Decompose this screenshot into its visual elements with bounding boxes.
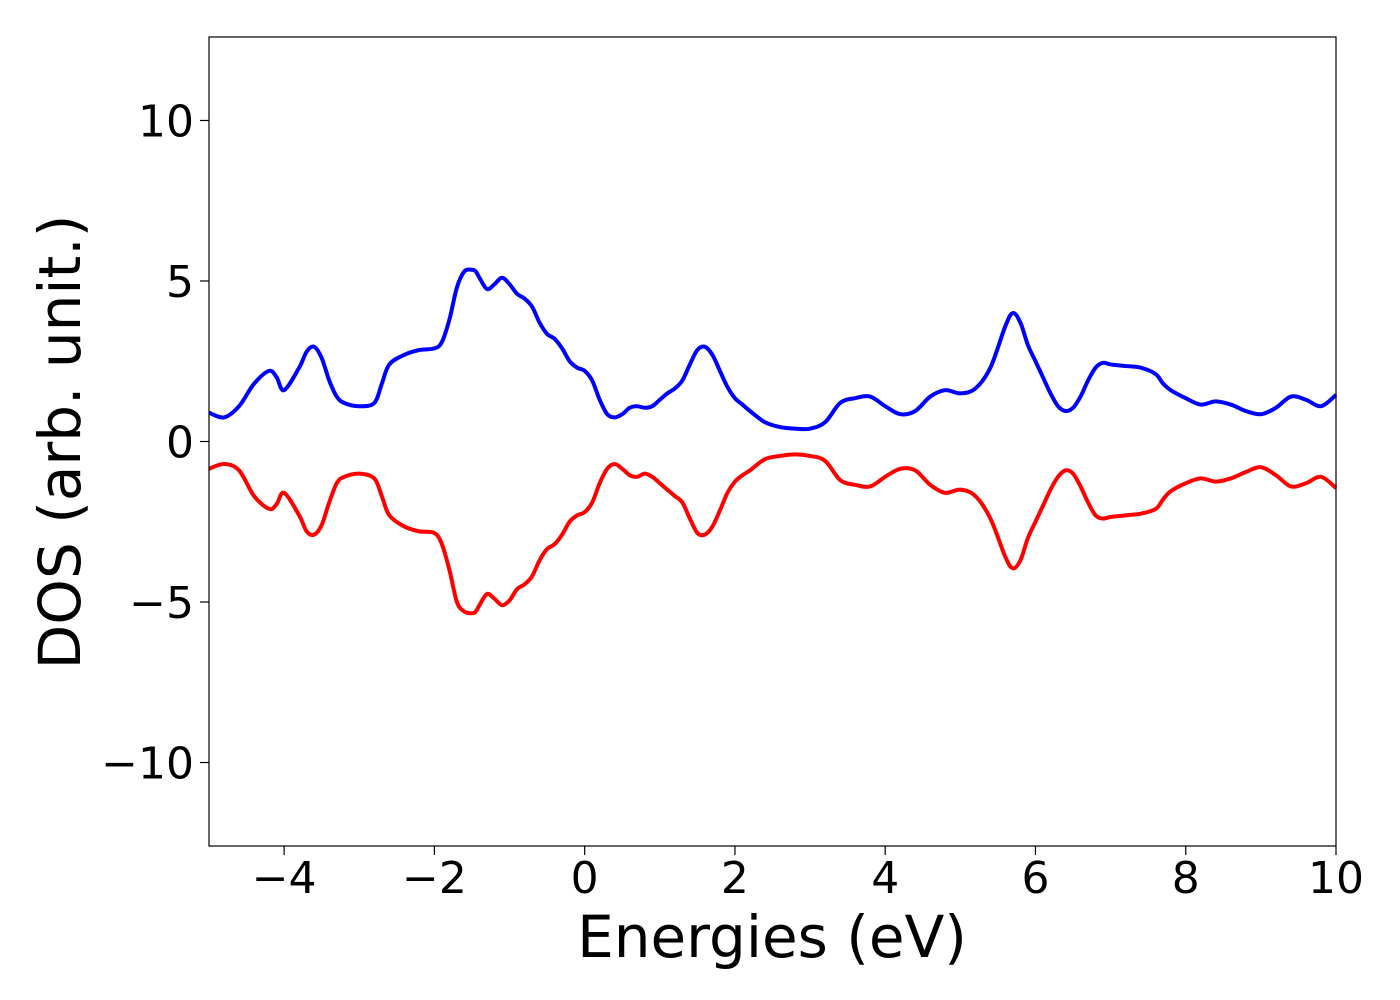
x-tick-label: 2	[721, 853, 749, 904]
x-axis-ticks: −4 −2 0 2 4 6 8 10	[252, 846, 1364, 904]
y-tick-label: 10	[138, 96, 194, 147]
x-tick-label: 6	[1021, 853, 1049, 904]
y-tick-label: −5	[129, 578, 194, 629]
y-tick-label: 0	[166, 418, 194, 469]
y-tick-label: −10	[101, 739, 194, 790]
x-tick-label: 4	[871, 853, 899, 904]
y-tick-label: 5	[166, 257, 194, 308]
series-line-1	[208, 267, 1338, 432]
series-line-2	[208, 452, 1338, 616]
y-axis-ticks: −10 −5 0 5 10	[101, 96, 209, 790]
x-tick-label: 8	[1172, 853, 1200, 904]
x-axis-label: Energies (eV)	[577, 903, 967, 971]
x-tick-label: 0	[571, 853, 599, 904]
x-tick-label: 10	[1308, 853, 1364, 904]
x-tick-label: −2	[402, 853, 467, 904]
y-axis-label: DOS (arb. unit.)	[26, 215, 94, 670]
series-layer	[208, 267, 1338, 616]
x-tick-label: −4	[252, 853, 317, 904]
